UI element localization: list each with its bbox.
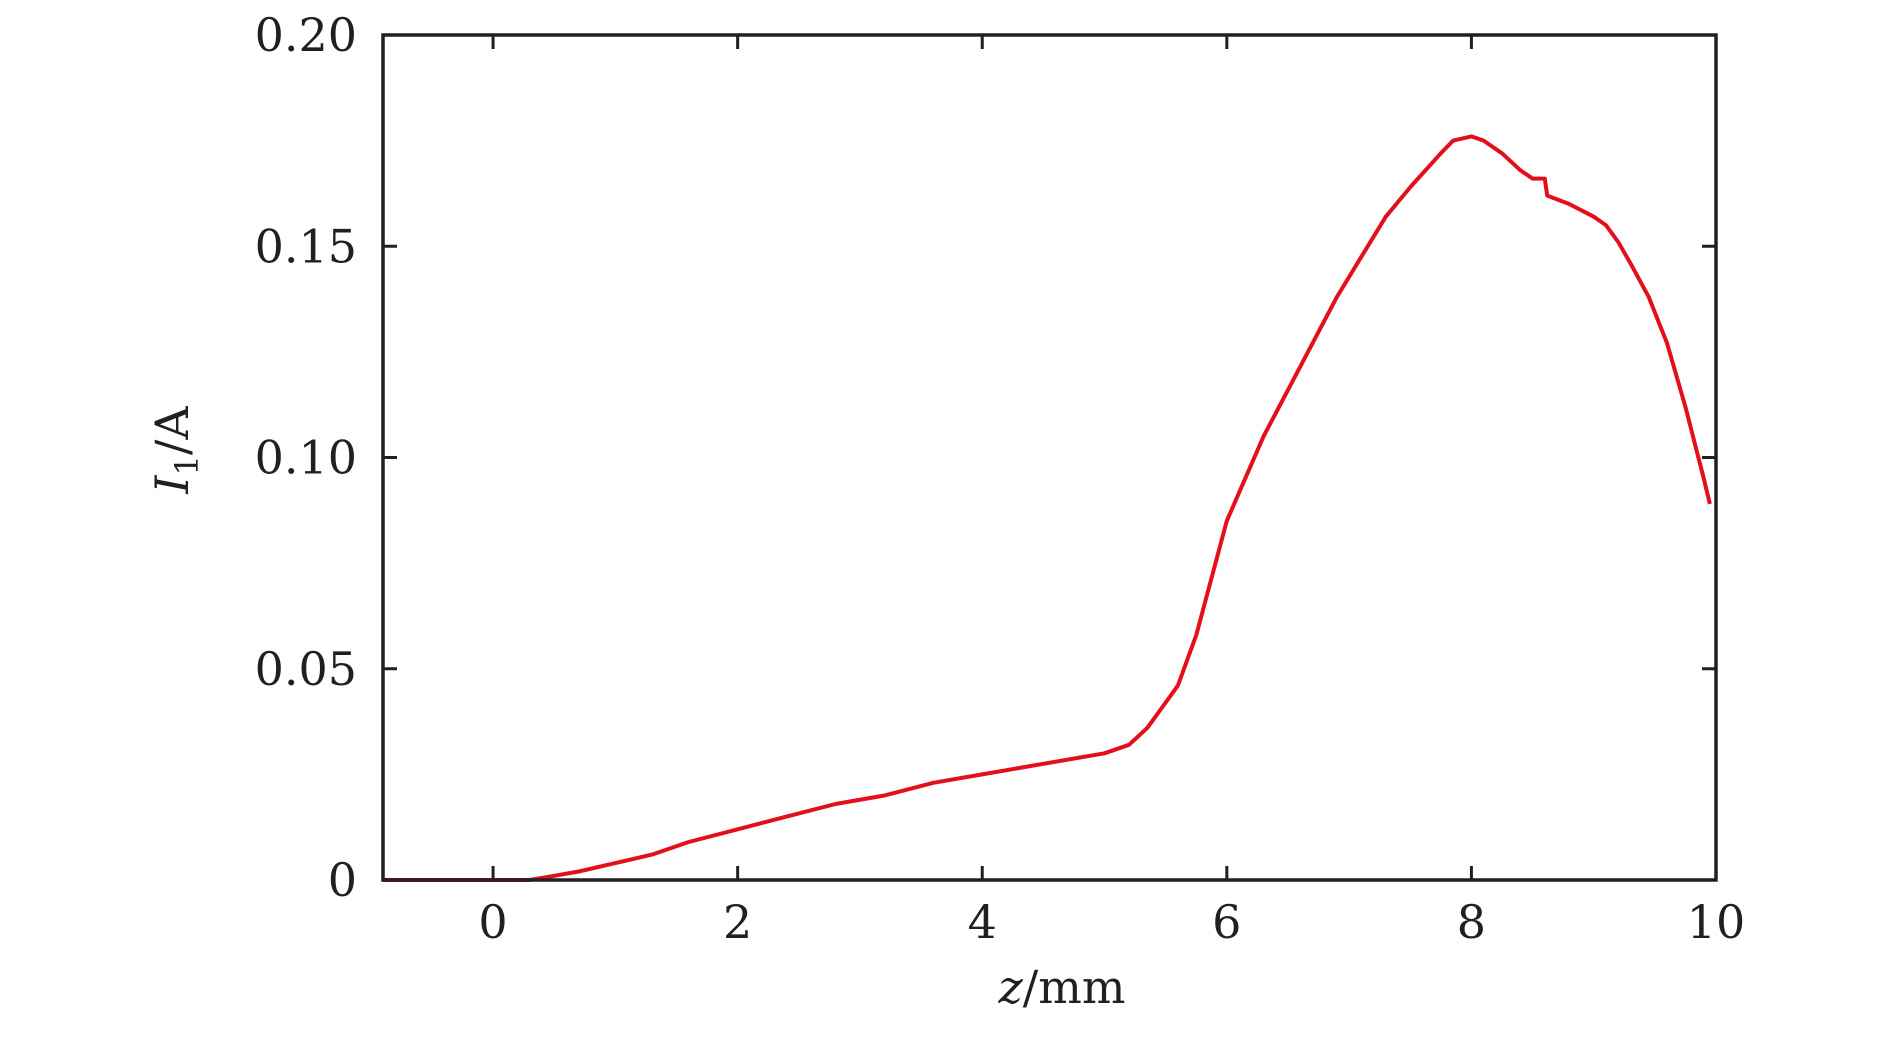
plot-frame xyxy=(381,33,1718,882)
x-tick-label-0: 0 xyxy=(478,895,507,949)
x-tick-label-2: 4 xyxy=(968,895,997,949)
y-axis-unit: A xyxy=(145,406,199,441)
y-tick-label-1: 0.05 xyxy=(255,642,357,696)
y-axis-ticks xyxy=(383,33,1716,882)
x-tick-label-5: 10 xyxy=(1687,895,1746,949)
y-axis-subscript: 1 xyxy=(168,455,206,475)
x-axis-label: z/mm xyxy=(998,960,1126,1014)
x-tick-label-1: 2 xyxy=(723,895,752,949)
x-axis-separator: / xyxy=(1023,960,1039,1014)
y-axis-tick-labels: 0 0.05 0.10 0.15 0.20 xyxy=(255,8,357,907)
x-tick-label-4: 8 xyxy=(1457,895,1486,949)
x-axis-tick-labels: 0 2 4 6 8 10 xyxy=(478,895,1745,949)
y-tick-label-4: 0.20 xyxy=(255,8,357,62)
current-curve xyxy=(383,134,1712,882)
plot-area xyxy=(381,33,1718,882)
y-axis-variable: I xyxy=(145,475,199,495)
y-axis-separator: / xyxy=(145,439,199,455)
y-axis-label: I1/A xyxy=(145,406,206,495)
x-axis-ticks xyxy=(491,35,1718,880)
y-tick-label-3: 0.15 xyxy=(255,219,357,273)
x-axis-variable: z xyxy=(998,960,1024,1014)
x-tick-label-3: 6 xyxy=(1212,895,1241,949)
x-axis-unit: mm xyxy=(1038,960,1125,1014)
y-tick-label-0: 0 xyxy=(328,853,357,907)
y-tick-label-2: 0.10 xyxy=(255,431,357,485)
